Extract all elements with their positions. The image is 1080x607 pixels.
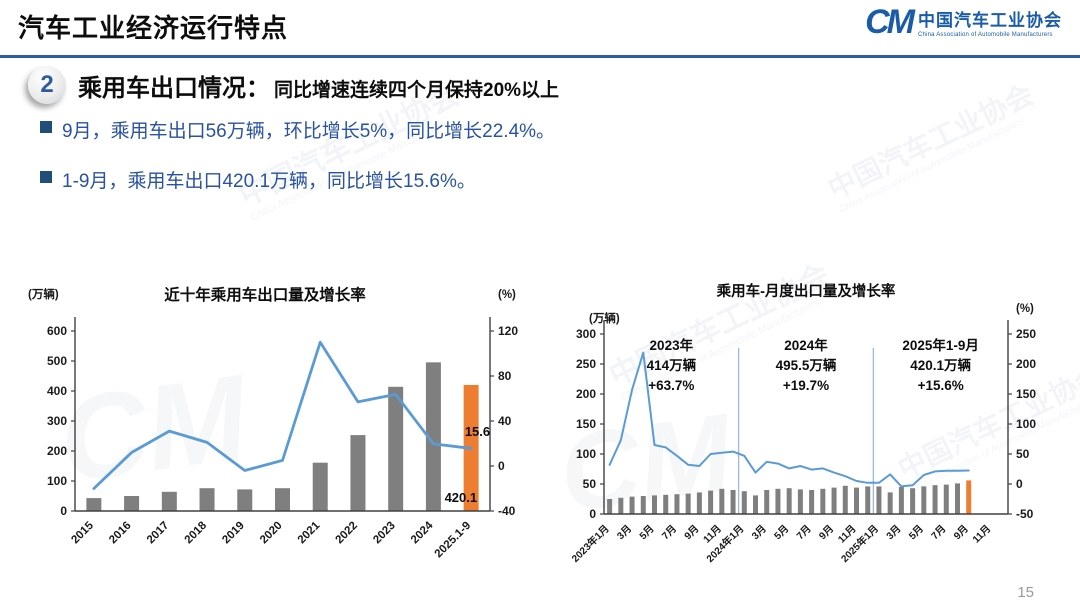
bullet-square-icon [40,121,52,133]
svg-text:3月: 3月 [749,523,768,542]
svg-text:40: 40 [498,414,512,428]
header-divider-line [0,55,1080,58]
caam-logo-mark-icon: CM [865,3,915,41]
svg-text:3月: 3月 [615,523,634,542]
svg-text:300: 300 [576,327,596,341]
svg-text:100: 100 [47,474,67,488]
svg-text:2023年1月: 2023年1月 [569,522,612,565]
svg-text:50: 50 [583,477,597,491]
svg-text:2023年: 2023年 [650,337,694,353]
svg-text:0: 0 [498,459,505,473]
svg-text:-50: -50 [1016,507,1034,521]
section-subtitle: 同比增速连续四个月保持20%以上 [274,79,560,101]
svg-text:2024: 2024 [409,519,436,546]
svg-text:5月: 5月 [637,523,656,542]
svg-text:600: 600 [47,324,67,338]
svg-text:400: 400 [47,384,67,398]
annual-export-chart: 0 100 200 300 400 500 600 -40 0 40 80 120 2015 2016 20… [28,285,518,561]
svg-text:3月: 3月 [884,523,903,542]
caam-logo: CM 中国汽车工业协会 China Association of Automob… [865,3,1062,41]
svg-text:150: 150 [576,417,596,431]
svg-text:7月: 7月 [660,523,679,542]
svg-text:414万辆: 414万辆 [647,357,697,373]
svg-text:乘用车-月度出口量及增长率: 乘用车-月度出口量及增长率 [716,282,896,300]
svg-text:300: 300 [47,414,67,428]
section-heading: 2 乘用车出口情况： 同比增速连续四个月保持20%以上 [28,66,559,104]
watermark-text: 中国汽车工业协会 China Association of Automobile … [823,78,1039,216]
svg-text:120: 120 [498,324,518,338]
svg-text:7月: 7月 [794,523,813,542]
svg-text:2015: 2015 [69,519,96,546]
svg-text:(万辆): (万辆) [28,287,59,301]
svg-text:11月: 11月 [970,523,993,546]
svg-text:2025.1-9: 2025.1-9 [433,520,474,561]
bullet-text: 1-9月，乘用车出口420.1万辆，同比增长15.6%。 [62,171,476,192]
svg-text:2021: 2021 [296,519,323,546]
bullet-item: 9月，乘用车出口56万辆，环比增长5%，同比增长22.4%。 [40,116,555,143]
svg-text:+63.7%: +63.7% [648,378,694,393]
svg-text:(%): (%) [1016,303,1034,315]
svg-text:9月: 9月 [817,523,836,542]
svg-text:250: 250 [576,357,596,371]
svg-text:80: 80 [498,369,512,383]
svg-text:9月: 9月 [682,523,701,542]
caam-logo-name-en: China Association of Automobile Manufact… [918,32,1053,38]
svg-text:250: 250 [1016,327,1036,341]
svg-text:2022: 2022 [333,520,360,547]
svg-text:+19.7%: +19.7% [783,378,829,393]
svg-text:5月: 5月 [906,523,925,542]
bullet-text: 9月，乘用车出口56万辆，环比增长5%，同比增长22.4%。 [62,121,556,142]
svg-text:200: 200 [576,387,596,401]
svg-text:200: 200 [47,444,67,458]
svg-text:0: 0 [589,507,596,521]
svg-text:100: 100 [1016,417,1036,431]
svg-text:5月: 5月 [772,523,791,542]
svg-text:2023: 2023 [371,520,398,547]
svg-text:2018: 2018 [183,519,210,546]
svg-text:(万辆): (万辆) [589,311,620,325]
page-number: 15 [1017,584,1034,601]
svg-text:100: 100 [576,447,596,461]
svg-text:2016: 2016 [107,520,134,547]
svg-text:2017: 2017 [145,520,172,547]
svg-text:420.1万辆: 420.1万辆 [910,357,971,373]
svg-text:420.1: 420.1 [445,490,478,505]
svg-text:近十年乘用车出口量及增长率: 近十年乘用车出口量及增长率 [164,285,366,304]
svg-text:200: 200 [1016,357,1036,371]
svg-text:(%): (%) [498,289,516,301]
caam-logo-name-cn: 中国汽车工业协会 [918,11,1062,30]
svg-text:500: 500 [47,354,67,368]
svg-text:+15.6%: +15.6% [918,378,964,393]
svg-text:50: 50 [1016,447,1030,461]
page-title: 汽车工业经济运行特点 [18,13,289,43]
svg-text:2019: 2019 [220,520,247,547]
section-title: 乘用车出口情况： [78,74,270,102]
svg-text:2025年1-9月: 2025年1-9月 [902,337,979,353]
svg-text:15.6: 15.6 [465,424,490,439]
svg-text:0: 0 [60,504,67,518]
svg-text:2024年: 2024年 [784,337,828,353]
svg-text:-40: -40 [498,504,516,518]
svg-text:7月: 7月 [929,523,948,542]
svg-text:495.5万辆: 495.5万辆 [776,357,837,373]
svg-text:0: 0 [1016,477,1023,491]
bullet-square-icon [40,171,52,183]
svg-text:2020: 2020 [258,520,285,547]
svg-text:9月: 9月 [951,523,970,542]
bullet-item: 1-9月，乘用车出口420.1万辆，同比增长15.6%。 [40,166,476,193]
svg-text:150: 150 [1016,387,1036,401]
section-number-badge: 2 [28,66,66,104]
monthly-export-chart: 0 50 100 150 200 250 300 -50 0 50 100 150 200 250 2023… [569,282,1037,565]
